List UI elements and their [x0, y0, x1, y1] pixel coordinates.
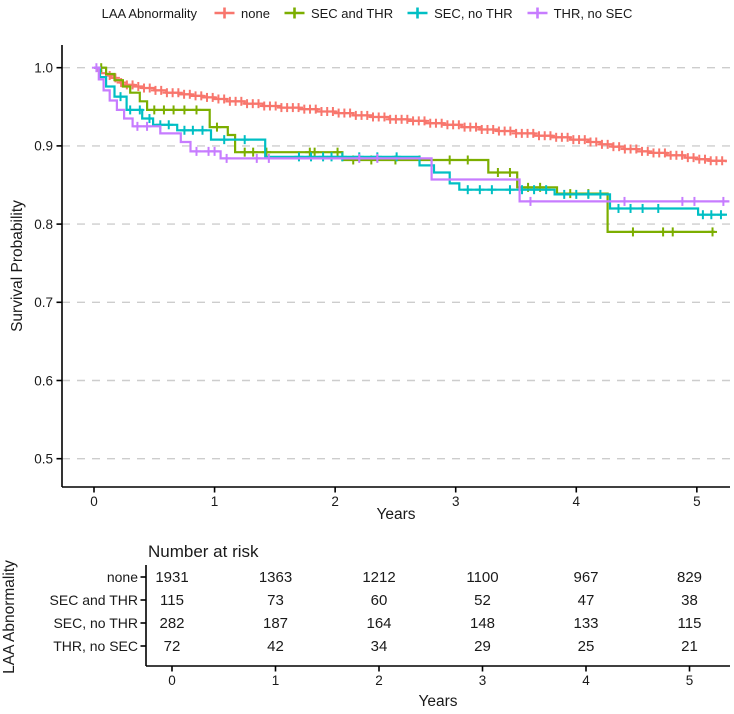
legend: LAA Abnormality none SEC and THR SEC, no…: [0, 1, 734, 25]
risk-count: 187: [263, 615, 288, 632]
y-axis-title: Survival Probability: [9, 200, 26, 332]
risk-x-tick-label: 3: [479, 673, 487, 688]
risk-x-tick-label: 1: [272, 673, 280, 688]
legend-label: none: [241, 5, 270, 21]
legend-item-thr-no-sec: THR, no SEC: [526, 5, 633, 21]
risk-count: 115: [678, 615, 702, 632]
series-sec-no-thr: [94, 66, 727, 220]
risk-count: 42: [267, 638, 284, 655]
y-tick-label: 0.7: [34, 295, 53, 310]
risk-row-label: SEC, no THR: [53, 615, 138, 631]
legend-item-sec-no-thr: SEC, no THR: [406, 6, 513, 21]
risk-count: 115: [160, 592, 184, 609]
risk-row-label: none: [107, 569, 138, 585]
risk-count: 829: [677, 569, 702, 586]
risk-row-label: SEC and THR: [50, 592, 138, 608]
risk-count: 282: [159, 615, 184, 632]
risk-count: 34: [371, 638, 388, 655]
risk-count: 967: [573, 569, 598, 586]
series-none: [94, 66, 727, 166]
y-tick-label: 0.9: [34, 139, 53, 154]
risk-count: 73: [267, 592, 284, 609]
risk-count: 1931: [155, 569, 188, 586]
y-tick-label: 0.6: [34, 373, 53, 388]
plot-axes: 1.0 0.9 0.8 0.7 0.6 0.5 0 1 2 3 4 5: [34, 45, 730, 509]
y-tick-label: 0.5: [34, 452, 53, 467]
x-axis-title: Years: [376, 506, 415, 523]
legend-item-sec-and-thr: SEC and THR: [283, 6, 393, 21]
risk-count: 38: [681, 592, 698, 609]
risk-count: 1363: [259, 569, 292, 586]
risk-count: 164: [366, 615, 391, 632]
risk-count: 60: [371, 592, 388, 609]
risk-table-y-axis-title: LAA Abnormality: [1, 560, 18, 674]
survival-curves: [91, 63, 730, 237]
risk-x-tick-label: 2: [375, 673, 383, 688]
plus-icon: [213, 6, 236, 20]
risk-count: 47: [578, 592, 595, 609]
y-tick-label: 0.8: [34, 217, 53, 232]
legend-item-none: none: [213, 6, 270, 21]
risk-x-tick-label: 4: [582, 673, 590, 688]
legend-label: THR, no SEC: [553, 5, 633, 21]
plus-icon: [526, 6, 549, 20]
x-tick-label: 3: [452, 494, 460, 509]
plus-icon: [283, 6, 306, 20]
x-tick-label: 1: [211, 494, 219, 509]
legend-title: LAA Abnormality: [101, 5, 198, 21]
risk-count: 21: [681, 638, 698, 655]
risk-table-title: Number at risk: [148, 542, 259, 561]
risk-x-tick-label: 0: [168, 673, 176, 688]
x-tick-label: 5: [693, 494, 701, 509]
legend-label: SEC and THR: [310, 5, 394, 21]
risk-count: 29: [474, 638, 491, 655]
risk-count: 148: [470, 615, 495, 632]
risk-count: 1100: [466, 569, 498, 586]
x-tick-label: 0: [90, 494, 98, 509]
y-tick-label: 1.0: [34, 61, 53, 76]
plus-icon: [406, 6, 429, 20]
series-thr-no-sec: [91, 63, 730, 206]
risk-count: 25: [578, 638, 595, 655]
risk-table-x-axis-title: Years: [418, 693, 457, 710]
risk-row-label: THR, no SEC: [53, 638, 138, 654]
risk-count: 72: [164, 638, 181, 655]
legend-label: SEC, no THR: [434, 5, 513, 21]
risk-x-tick-label: 5: [686, 673, 694, 688]
x-tick-label: 4: [573, 494, 581, 509]
risk-count: 52: [474, 592, 491, 609]
grid-lines: [62, 66, 730, 460]
x-tick-label: 2: [331, 494, 339, 509]
risk-count: 1212: [362, 569, 395, 586]
risk-count: 133: [573, 615, 598, 632]
